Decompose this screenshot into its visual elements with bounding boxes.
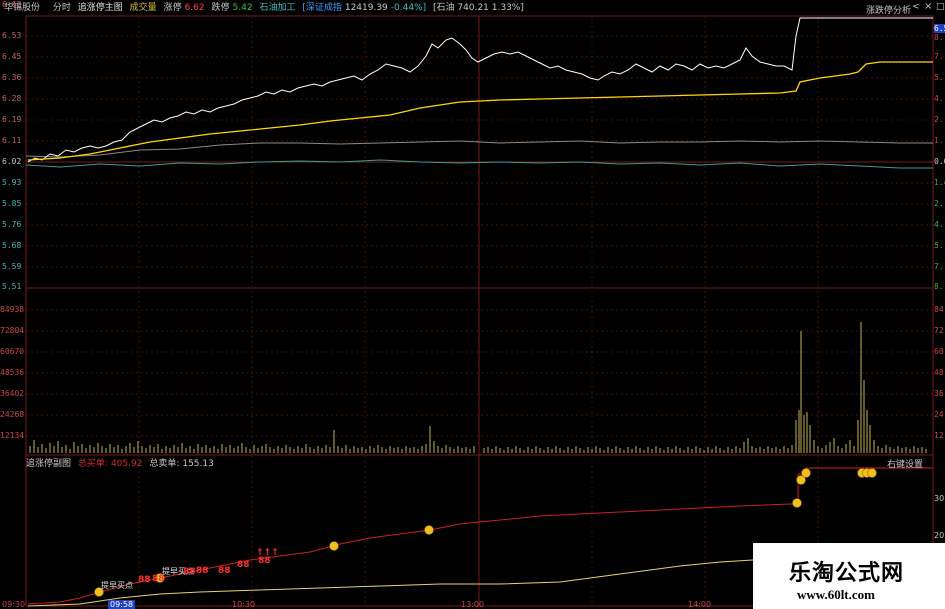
signal-88: 88: [183, 567, 196, 577]
signal-88: 88: [152, 574, 165, 584]
price-tick: 5.51: [2, 282, 22, 291]
analysis-button[interactable]: 涨跌停分析: [866, 6, 912, 16]
volume-tick: 24268: [0, 410, 25, 419]
pct-tick: 4.: [934, 220, 944, 229]
header-bar: 华锦股份 分时 追涨停主图 成交量 涨停 6.62 跌停 5.42 石油加工 [深证…: [0, 0, 945, 16]
pct-tick: 5.: [934, 73, 944, 82]
volume-tick: 36: [934, 389, 944, 398]
volume-tick: 24: [934, 410, 944, 419]
signal-markers: [94, 468, 877, 597]
close-icon[interactable]: ×: [924, 1, 933, 12]
signal-88: 88: [258, 556, 271, 566]
price-grid: [26, 35, 933, 437]
early-buy-label: 提早买点: [101, 581, 133, 590]
pct-tick: 1.: [934, 136, 944, 145]
index-line: [25, 140, 933, 158]
volume-tick: 84: [934, 305, 944, 314]
chevron-left-icon[interactable]: <: [912, 2, 920, 12]
volume-tick: 48536: [0, 368, 25, 377]
pct-tick: 0.0: [934, 157, 945, 166]
index-change: -0.44%]: [390, 3, 427, 13]
pct-tick: 2.: [934, 199, 944, 208]
pct-tick: 8.: [934, 282, 944, 291]
pct-tick: 5.: [934, 241, 944, 250]
sub-tick: 20: [934, 531, 945, 540]
volume-tick: 84938: [0, 305, 25, 314]
volume-tick: 72804: [0, 326, 25, 335]
limit-down-value: 5.42: [232, 3, 253, 13]
price-tick: 5.93: [2, 178, 22, 187]
sell-value: 155.13: [182, 459, 214, 469]
sub-tick: 30: [934, 494, 945, 503]
volume-tick: 72: [934, 326, 944, 335]
price-tick: 5.68: [2, 241, 22, 250]
volume-tick: 60: [934, 347, 944, 356]
settings-button[interactable]: 右键设置: [887, 460, 924, 470]
watermark-box: 乐淘公式网 www.60lt.com: [753, 543, 945, 609]
limit-down-label: 跌停: [211, 3, 230, 13]
pct-tick: 4.: [934, 94, 944, 103]
limit-up-value: 6.62: [184, 3, 205, 13]
price-tick: 5.76: [2, 220, 22, 229]
sector-line: [25, 159, 933, 169]
price-tick: 6.53: [2, 31, 22, 40]
view-label[interactable]: 分时: [52, 3, 71, 13]
sub-panel-header: 追涨停副图 总买单: 405.92 总卖单: 155.13: [26, 456, 214, 469]
time-tick: 14:00: [688, 600, 712, 609]
pct-tick: 1.4: [934, 178, 945, 187]
price-line: [27, 17, 933, 163]
price-tick: 6.19: [2, 115, 22, 124]
index-value: 12419.39: [344, 3, 388, 13]
time-tick: 13:00: [461, 600, 485, 609]
watermark-title: 乐淘公式网: [789, 560, 905, 586]
buy-label: 总买单:: [77, 459, 108, 469]
pct-tick: 7.: [934, 52, 944, 61]
price-tick: 5.59: [2, 262, 22, 271]
pct-tick: 7.: [934, 262, 944, 271]
price-tick: 6.62: [2, 0, 22, 9]
sector-name[interactable]: 石油加工: [259, 3, 296, 13]
price-tick: 6.02: [2, 157, 22, 166]
price-tick: 5.85: [2, 199, 22, 208]
volume-bars: [29, 322, 927, 453]
restore-icon[interactable]: □: [936, 2, 945, 12]
signal-88: 88: [196, 566, 209, 576]
time-tick: 10:30: [232, 600, 256, 609]
index-name[interactable]: [深证成指: [302, 3, 342, 13]
price-tick: 6.11: [2, 136, 22, 145]
buy-value: 405.92: [110, 459, 143, 469]
signal-88: 88: [237, 560, 250, 570]
volume-tick: 12: [934, 431, 944, 440]
pct-tick: 8.: [934, 33, 944, 42]
price-tick: 6.45: [2, 52, 22, 61]
signal-88: 88: [138, 575, 151, 585]
volume-label: 成交量: [129, 3, 157, 13]
signal-88: 88: [218, 566, 231, 576]
price-tick: 6.36: [2, 73, 22, 82]
pct-tick: 2.: [934, 115, 944, 124]
sell-line: [27, 559, 754, 607]
sell-label: 总卖单:: [149, 459, 180, 469]
watermark-url: www.60lt.com: [797, 587, 875, 602]
time-tick: 09:58: [108, 600, 136, 609]
volume-tick: 48: [934, 368, 944, 377]
average-line: [27, 61, 933, 161]
limit-up-label: 涨停: [163, 3, 182, 13]
volume-tick: 12134: [0, 431, 25, 440]
sub-panel-name[interactable]: 追涨停副图: [26, 459, 72, 469]
arrows-up: ↑↑↑: [256, 548, 279, 558]
time-tick: 09:30: [2, 600, 26, 609]
pct-tick: 6.5: [934, 24, 945, 33]
volume-tick: 60670: [0, 347, 25, 356]
early-buy-label: 提早买点: [162, 567, 194, 576]
sector-index: [石油 740.21 1.33%]: [433, 3, 524, 13]
price-tick: 6.28: [2, 94, 22, 103]
volume-tick: 36402: [0, 389, 25, 398]
indicator-name[interactable]: 追涨停主图: [77, 3, 123, 13]
stock-name: 华锦股份: [4, 3, 41, 13]
